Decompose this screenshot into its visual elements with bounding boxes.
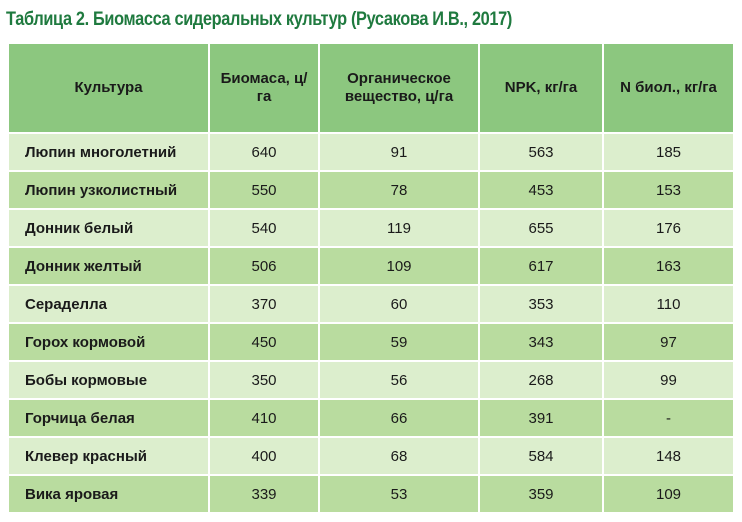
cell-n-biol: 109 (603, 475, 733, 514)
cell-n-biol: 97 (603, 323, 733, 362)
cell-crop: Люпин узколистный (9, 171, 210, 210)
cell-biomass: 450 (209, 323, 320, 362)
table-row: Горчица белая 410 66 391 - (9, 399, 733, 438)
cell-biomass: 640 (209, 133, 320, 172)
cell-npk: 343 (479, 323, 604, 362)
header-organic-matter: Органическое вещество, ц/га (319, 44, 480, 134)
cell-biomass: 370 (209, 285, 320, 324)
cell-n-biol: 185 (603, 133, 733, 172)
header-n-biol: N биол., кг/га (603, 44, 733, 134)
cell-organic-matter: 59 (319, 323, 480, 362)
cell-biomass: 550 (209, 171, 320, 210)
cell-npk: 268 (479, 361, 604, 400)
cell-npk: 359 (479, 475, 604, 514)
table-row: Сераделла 370 60 353 110 (9, 285, 733, 324)
biomass-table: Культура Биомаса, ц/га Органическое веще… (9, 44, 733, 514)
header-biomass: Биомаса, ц/га (209, 44, 320, 134)
table-row: Горох кормовой 450 59 343 97 (9, 323, 733, 362)
cell-crop: Бобы кормовые (9, 361, 210, 400)
cell-crop: Клевер красный (9, 437, 210, 476)
cell-n-biol: 153 (603, 171, 733, 210)
header-npk: NPK, кг/га (479, 44, 604, 134)
cell-organic-matter: 119 (319, 209, 480, 248)
cell-organic-matter: 91 (319, 133, 480, 172)
cell-biomass: 410 (209, 399, 320, 438)
cell-organic-matter: 56 (319, 361, 480, 400)
table-row: Бобы кормовые 350 56 268 99 (9, 361, 733, 400)
cell-organic-matter: 78 (319, 171, 480, 210)
cell-crop: Донник желтый (9, 247, 210, 286)
cell-n-biol: 176 (603, 209, 733, 248)
cell-biomass: 350 (209, 361, 320, 400)
cell-crop: Горох кормовой (9, 323, 210, 362)
cell-crop: Вика яровая (9, 475, 210, 514)
table-row: Донник желтый 506 109 617 163 (9, 247, 733, 286)
cell-biomass: 506 (209, 247, 320, 286)
cell-biomass: 540 (209, 209, 320, 248)
cell-npk: 391 (479, 399, 604, 438)
cell-organic-matter: 66 (319, 399, 480, 438)
cell-crop: Сераделла (9, 285, 210, 324)
table-row: Вика яровая 339 53 359 109 (9, 475, 733, 514)
table-header-row: Культура Биомаса, ц/га Органическое веще… (9, 44, 733, 134)
cell-biomass: 339 (209, 475, 320, 514)
cell-npk: 353 (479, 285, 604, 324)
cell-npk: 617 (479, 247, 604, 286)
table-caption: Таблица 2. Биомасса сидеральных культур … (6, 9, 513, 30)
cell-biomass: 400 (209, 437, 320, 476)
table-row: Люпин узколистный 550 78 453 153 (9, 171, 733, 210)
cell-n-biol: 163 (603, 247, 733, 286)
cell-crop: Горчица белая (9, 399, 210, 438)
cell-npk: 655 (479, 209, 604, 248)
cell-n-biol: - (603, 399, 733, 438)
cell-n-biol: 110 (603, 285, 733, 324)
cell-organic-matter: 109 (319, 247, 480, 286)
cell-organic-matter: 68 (319, 437, 480, 476)
cell-crop: Люпин многолетний (9, 133, 210, 172)
cell-organic-matter: 60 (319, 285, 480, 324)
cell-n-biol: 99 (603, 361, 733, 400)
cell-npk: 563 (479, 133, 604, 172)
table-row: Донник белый 540 119 655 176 (9, 209, 733, 248)
cell-npk: 453 (479, 171, 604, 210)
cell-npk: 584 (479, 437, 604, 476)
cell-crop: Донник белый (9, 209, 210, 248)
table-row: Люпин многолетний 640 91 563 185 (9, 133, 733, 172)
cell-n-biol: 148 (603, 437, 733, 476)
table-row: Клевер красный 400 68 584 148 (9, 437, 733, 476)
cell-organic-matter: 53 (319, 475, 480, 514)
header-crop: Культура (9, 44, 210, 134)
